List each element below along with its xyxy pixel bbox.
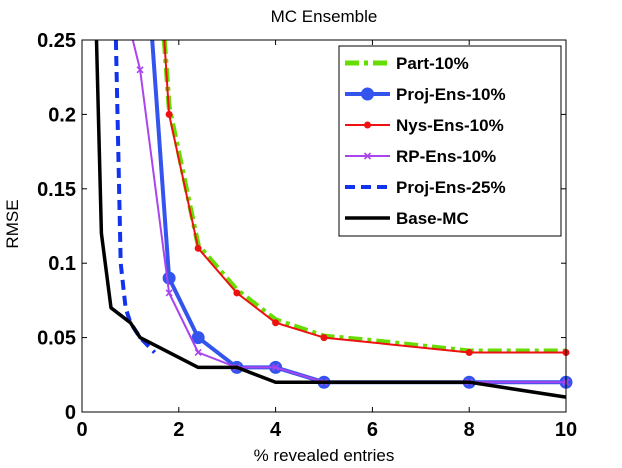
marker-nys-ens-10--2 <box>194 244 202 252</box>
chart-title: MC Ensemble <box>271 7 378 26</box>
marker-nys-ens-10--1 <box>165 110 173 118</box>
marker-nys-ens-10--4 <box>272 319 280 327</box>
legend-label: Part-10% <box>396 54 469 73</box>
legend-label: Proj-Ens-10% <box>396 85 506 104</box>
marker-nys-ens-10--5 <box>320 334 328 342</box>
y-axis-title: RMSE <box>3 199 22 248</box>
marker-proj-ens-10--2 <box>191 331 205 345</box>
legend: Part-10% Proj-Ens-10% Nys-Ens-10% RP-Ens-10… <box>338 45 562 237</box>
marker-rp-ens-10--legend <box>363 152 372 160</box>
y-tick-label: 0 <box>65 402 76 424</box>
legend-box <box>338 45 562 237</box>
marker-rp-ens-10--5 <box>272 363 280 371</box>
marker-rp-ens-10--3 <box>194 348 202 357</box>
y-tick-label: 0.25 <box>37 30 76 52</box>
marker-rp-ens-10--1 <box>136 66 144 74</box>
tick-layer: 0 2 4 6 8 10 0 0.05 0.1 0.15 0.2 0.25 <box>37 30 577 441</box>
x-tick-label: 6 <box>367 419 378 441</box>
marker-proj-ens-10--legend <box>361 87 374 101</box>
legend-label: Base-MC <box>396 209 469 228</box>
y-tick-label: 0.15 <box>37 179 76 201</box>
series-line-nys-ens-10- <box>163 39 566 354</box>
legend-entry-proj-ens-25-: Proj-Ens-25% <box>345 178 506 197</box>
legend-entry-proj-ens-10-: Proj-Ens-10% <box>345 85 506 104</box>
x-tick-label: 0 <box>76 419 87 441</box>
x-tick-label: 10 <box>555 419 577 441</box>
series-line-base-mc <box>94 39 567 399</box>
marker-rp-ens-10--2 <box>165 289 173 297</box>
x-axis-title: % revealed entries <box>254 446 395 465</box>
legend-entry-rp-ens-10-: RP-Ens-10% <box>345 147 496 166</box>
y-tick-label: 0.1 <box>48 253 76 275</box>
x-tick-label: 2 <box>173 419 184 441</box>
legend-label: Proj-Ens-25% <box>396 178 506 197</box>
legend-entry-part-10-: Part-10% <box>345 54 469 73</box>
marker-proj-ens-10--1 <box>162 271 176 285</box>
marker-nys-ens-10--legend <box>364 121 371 129</box>
x-tick-label: 4 <box>270 419 282 441</box>
plot-frame <box>81 39 567 413</box>
legend-label: Nys-Ens-10% <box>396 116 504 135</box>
legend-entry-base-mc: Base-MC <box>345 209 469 228</box>
series-line-proj-ens-25- <box>113 39 157 354</box>
legend-label: RP-Ens-10% <box>396 147 496 166</box>
marker-nys-ens-10--6 <box>465 348 473 356</box>
y-tick-label: 0.05 <box>37 328 76 350</box>
y-tick-label: 0.2 <box>48 104 76 126</box>
marker-nys-ens-10--3 <box>233 289 241 297</box>
x-tick-label: 8 <box>464 419 475 441</box>
legend-entry-nys-ens-10-: Nys-Ens-10% <box>345 116 504 135</box>
